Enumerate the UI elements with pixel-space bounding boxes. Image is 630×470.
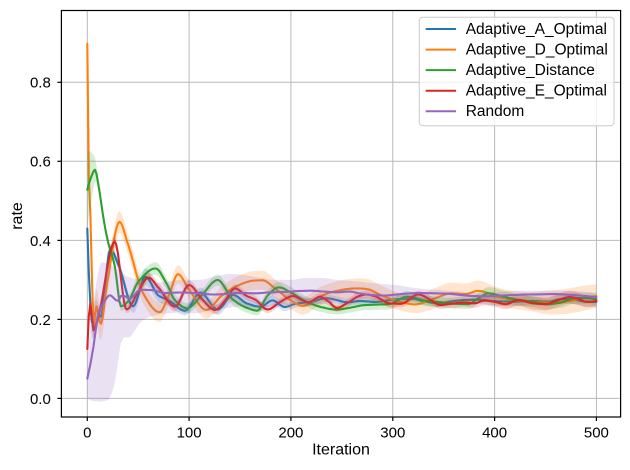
svg-text:500: 500 [584,424,609,441]
svg-text:Iteration: Iteration [312,442,370,459]
svg-text:0.2: 0.2 [30,312,51,329]
svg-text:Adaptive_A_Optimal: Adaptive_A_Optimal [466,21,607,38]
svg-text:Adaptive_Distance: Adaptive_Distance [466,62,595,79]
svg-text:400: 400 [482,424,507,441]
svg-text:0.8: 0.8 [30,75,51,92]
svg-text:Adaptive_D_Optimal: Adaptive_D_Optimal [466,41,608,58]
svg-text:rate: rate [9,202,26,230]
svg-text:0.6: 0.6 [30,154,51,171]
svg-text:200: 200 [278,424,303,441]
svg-text:Random: Random [466,103,525,120]
svg-text:0: 0 [83,424,91,441]
svg-text:300: 300 [380,424,405,441]
svg-text:100: 100 [177,424,202,441]
svg-text:0.0: 0.0 [30,391,51,408]
svg-text:Adaptive_E_Optimal: Adaptive_E_Optimal [466,83,607,100]
svg-text:0.4: 0.4 [30,233,51,250]
